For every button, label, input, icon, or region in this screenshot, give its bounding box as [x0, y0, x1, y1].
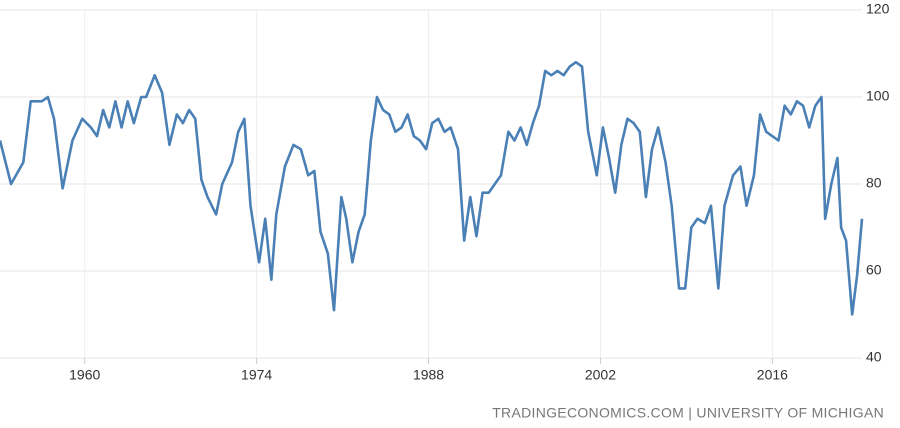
- y-tick-label: 120: [866, 1, 890, 17]
- source-note: TRADINGECONOMICS.COM | UNIVERSITY OF MIC…: [492, 405, 884, 421]
- x-tick-label: 1960: [69, 367, 100, 383]
- data-line: [0, 60, 864, 316]
- y-tick-label: 100: [866, 88, 890, 104]
- x-tick-label: 1988: [413, 367, 444, 383]
- x-tick-label: 2002: [585, 367, 616, 383]
- x-tick-label: 2016: [757, 367, 788, 383]
- y-tick-label: 60: [866, 262, 882, 278]
- x-tick-label: 1974: [241, 367, 272, 383]
- y-tick-label: 80: [866, 175, 882, 191]
- y-tick-label: 40: [866, 349, 882, 365]
